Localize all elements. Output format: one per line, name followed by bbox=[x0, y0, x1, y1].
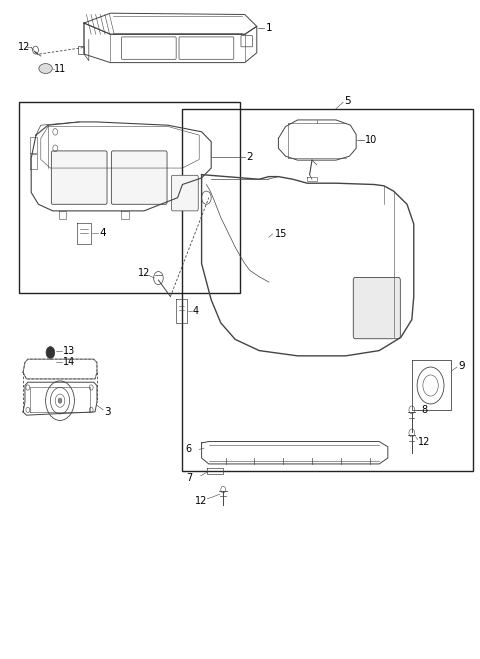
Text: 1: 1 bbox=[265, 22, 272, 33]
Text: 7: 7 bbox=[186, 473, 192, 483]
Text: 12: 12 bbox=[138, 268, 151, 279]
Text: 9: 9 bbox=[458, 360, 465, 371]
Ellipse shape bbox=[39, 63, 52, 73]
Text: 12: 12 bbox=[18, 42, 31, 53]
FancyBboxPatch shape bbox=[171, 175, 198, 211]
Bar bbox=[182, 109, 473, 471]
Bar bbox=[19, 102, 240, 293]
Text: 13: 13 bbox=[63, 346, 76, 357]
Text: 4: 4 bbox=[193, 306, 199, 316]
Text: 8: 8 bbox=[421, 405, 428, 415]
Text: 12: 12 bbox=[195, 496, 207, 506]
Text: 4: 4 bbox=[99, 227, 106, 238]
Text: 12: 12 bbox=[418, 436, 430, 447]
Text: 15: 15 bbox=[275, 229, 287, 239]
Text: 10: 10 bbox=[365, 134, 377, 145]
Circle shape bbox=[46, 347, 55, 358]
Circle shape bbox=[58, 398, 62, 403]
Text: 3: 3 bbox=[105, 407, 111, 417]
Text: 11: 11 bbox=[54, 63, 66, 74]
FancyBboxPatch shape bbox=[353, 277, 400, 339]
FancyBboxPatch shape bbox=[51, 151, 107, 204]
Text: 14: 14 bbox=[63, 357, 76, 368]
Text: 6: 6 bbox=[185, 444, 191, 455]
FancyBboxPatch shape bbox=[111, 151, 167, 204]
Text: 2: 2 bbox=[246, 152, 252, 162]
Text: 5: 5 bbox=[344, 96, 351, 106]
